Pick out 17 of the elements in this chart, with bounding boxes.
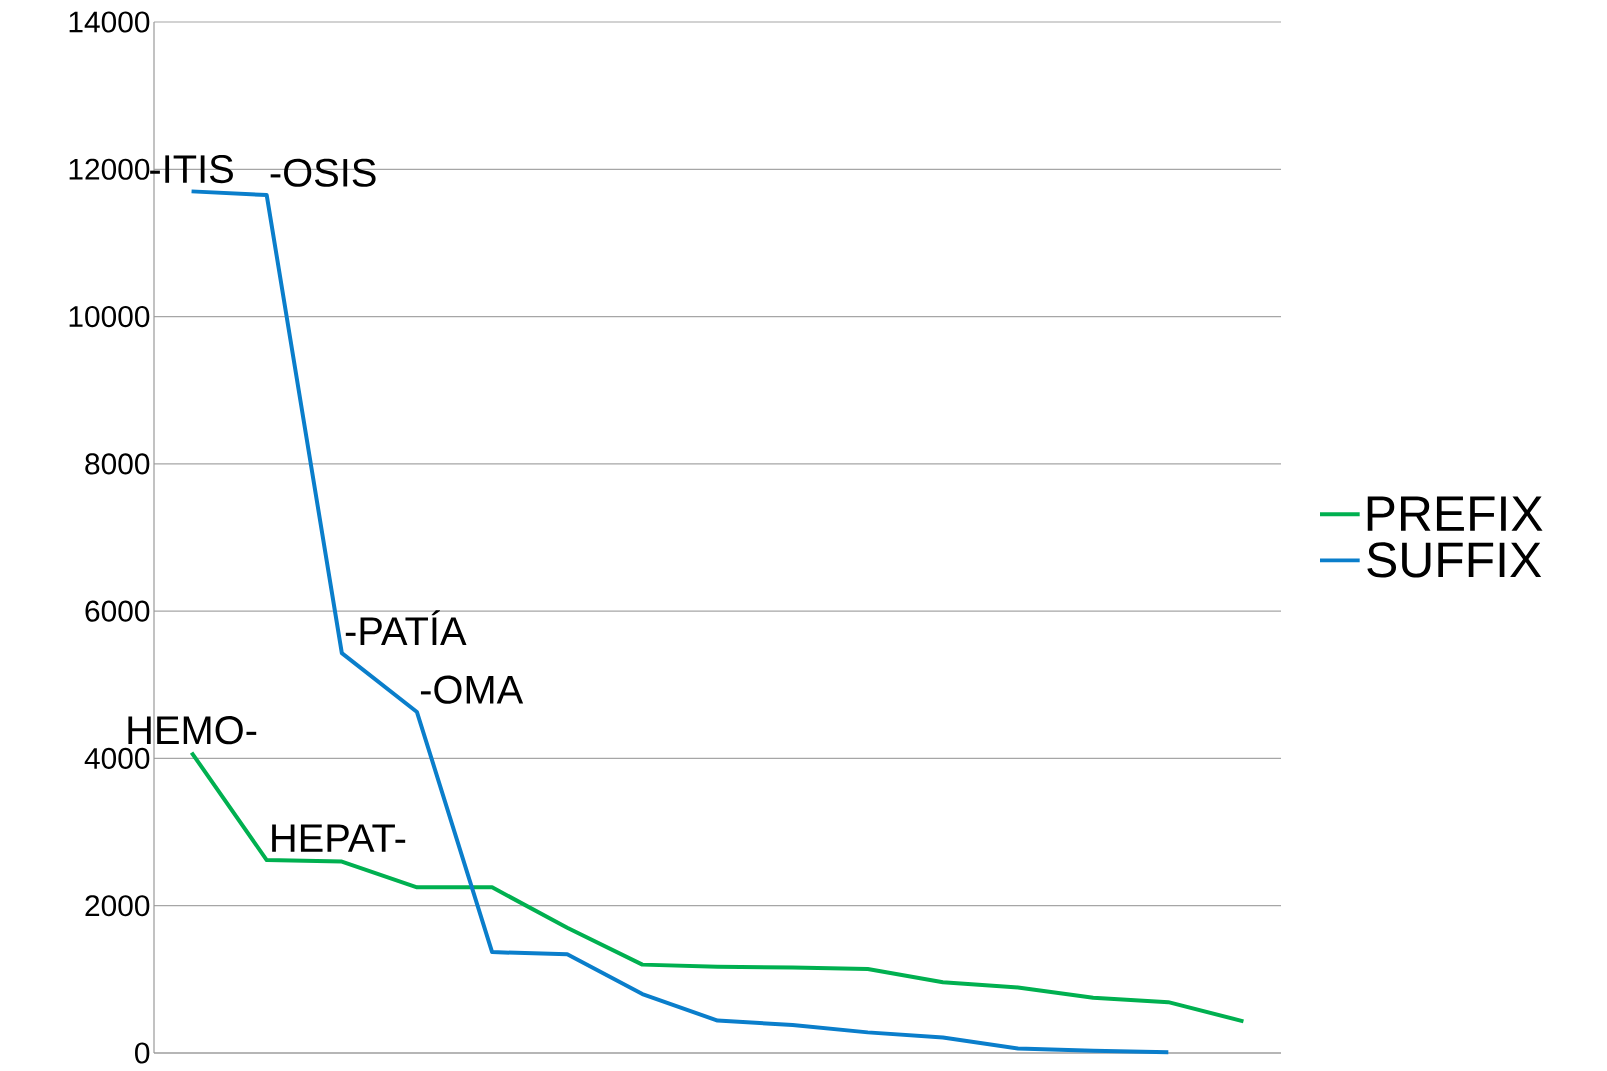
y-tick-label: 14000 (69, 11, 150, 33)
data-label: HEPAT- (272, 824, 406, 852)
y-tick-label: 2000 (85, 895, 150, 917)
legend-label: SUFFIX (1367, 542, 1542, 578)
legend-label: PREFIX (1367, 496, 1543, 531)
line-series (189, 750, 1246, 1024)
data-label: -OSIS (270, 158, 376, 187)
data-label: -PATÍA (345, 610, 467, 645)
data-label: -OMA (420, 675, 524, 704)
y-tick-label: 6000 (85, 600, 150, 622)
data-label: -ITIS (150, 154, 233, 184)
y-tick-label: 12000 (69, 158, 150, 180)
y-tick-label: 8000 (85, 453, 150, 475)
y-tick-label: 0 (135, 1042, 150, 1064)
data-label: HEMO- (128, 716, 257, 745)
y-tick-label: 10000 (69, 305, 150, 328)
y-tick-label: 4000 (84, 747, 150, 770)
